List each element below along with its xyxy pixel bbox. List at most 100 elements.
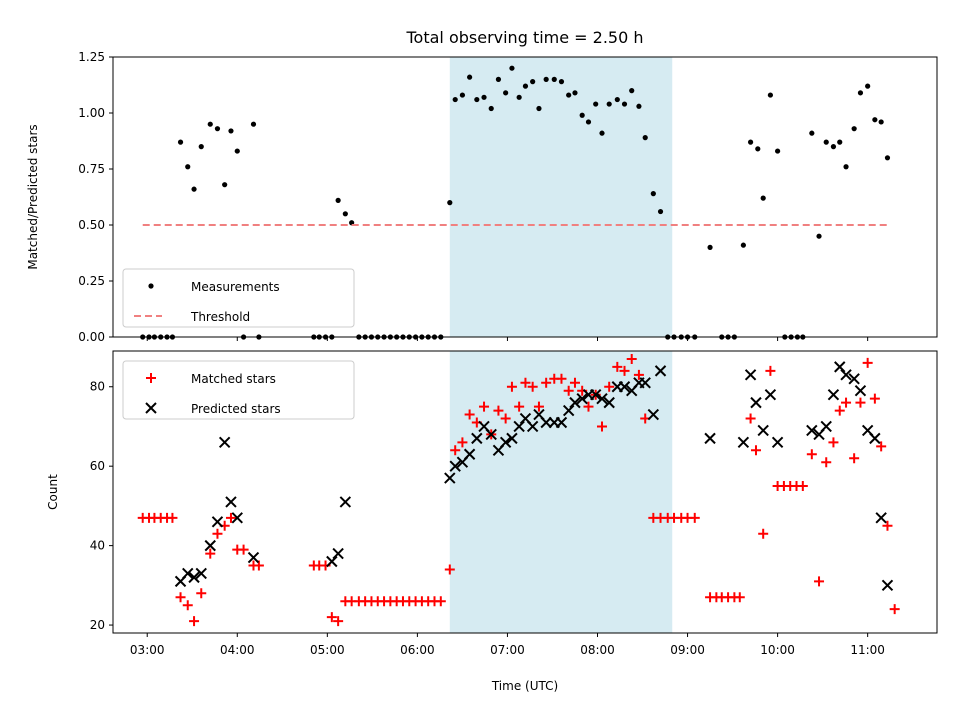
data-point <box>485 428 497 441</box>
data-point <box>797 481 808 492</box>
data-point <box>250 121 257 127</box>
data-point <box>707 244 713 250</box>
data-point <box>457 437 468 448</box>
data-point <box>205 548 216 559</box>
data-point <box>503 90 509 96</box>
data-point <box>576 392 588 405</box>
data-point <box>854 385 867 397</box>
data-point <box>435 596 446 607</box>
x-axis-label: Time (UTC) <box>491 679 558 693</box>
data-point <box>225 512 236 523</box>
data-point <box>775 148 781 154</box>
data-point <box>654 365 667 377</box>
data-point <box>447 200 453 206</box>
data-point <box>589 388 602 401</box>
data-point <box>837 139 843 145</box>
data-point <box>629 88 635 94</box>
y-axis-label: Count <box>46 474 60 510</box>
data-point <box>869 393 880 404</box>
data-point <box>740 242 746 248</box>
data-point <box>342 211 348 217</box>
data-point <box>536 105 542 112</box>
data-point <box>841 397 852 408</box>
data-point <box>563 385 574 396</box>
data-point <box>747 139 754 145</box>
data-point <box>848 373 860 385</box>
data-point <box>806 424 818 437</box>
data-point <box>481 94 487 100</box>
data-point <box>814 576 825 587</box>
data-point <box>704 432 716 445</box>
data-point <box>499 436 512 449</box>
data-point <box>189 616 200 627</box>
data-point <box>444 564 455 575</box>
data-point <box>474 96 480 103</box>
y-axis-label: Matched/Predicted stars <box>26 124 40 269</box>
data-point <box>834 361 846 373</box>
y-tick-label: 0.75 <box>78 162 105 176</box>
data-point <box>569 396 581 409</box>
data-point <box>869 432 881 445</box>
data-point <box>540 416 552 429</box>
y-tick-label: 40 <box>90 539 105 553</box>
data-point <box>514 401 525 412</box>
legend-swatch <box>145 402 157 414</box>
data-point <box>855 397 866 408</box>
data-point <box>809 130 815 136</box>
data-point <box>509 65 515 71</box>
axes-frame <box>112 350 938 634</box>
data-point <box>771 436 784 449</box>
data-point <box>750 445 761 456</box>
data-point <box>572 90 578 96</box>
legend-box <box>122 268 355 328</box>
data-point <box>175 592 186 603</box>
data-point <box>639 377 651 389</box>
data-point <box>335 197 341 203</box>
observing-window-span <box>449 351 673 633</box>
data-point <box>444 472 456 484</box>
chart-title: Total observing time = 2.50 h <box>405 28 643 47</box>
y-tick-label: 1.25 <box>78 50 105 64</box>
axes-frame <box>112 56 938 338</box>
data-point <box>541 377 552 388</box>
data-point <box>734 592 745 603</box>
data-point <box>840 369 852 381</box>
series-matched-stars <box>137 353 900 627</box>
data-point <box>596 421 607 432</box>
data-point <box>843 164 849 170</box>
data-point <box>857 90 864 96</box>
data-point <box>195 567 207 580</box>
data-point <box>603 396 615 409</box>
x-tick-label: 09:00 <box>670 643 705 657</box>
data-point <box>449 460 461 472</box>
data-point <box>500 413 511 424</box>
data-point <box>750 396 762 409</box>
data-point <box>558 79 565 85</box>
data-point <box>253 560 264 571</box>
data-point <box>849 453 860 464</box>
data-point <box>551 76 557 82</box>
data-point <box>522 83 529 89</box>
data-point <box>339 496 352 508</box>
data-point <box>619 365 630 376</box>
data-point <box>516 94 522 100</box>
data-point <box>889 604 900 615</box>
data-point <box>851 126 857 132</box>
data-point <box>614 96 620 103</box>
legend-label: Measurements <box>191 280 280 294</box>
data-point <box>493 405 504 416</box>
y-tick-label: 0.25 <box>78 274 105 288</box>
data-point <box>642 135 648 141</box>
data-point <box>757 424 769 437</box>
data-point <box>198 144 204 150</box>
data-point <box>464 409 475 420</box>
data-point <box>806 449 817 460</box>
data-point <box>520 377 531 388</box>
y-tick-label: 80 <box>90 380 105 394</box>
data-point <box>555 416 568 429</box>
data-point <box>745 413 756 424</box>
data-point <box>689 512 700 523</box>
data-point <box>872 117 878 123</box>
data-point <box>596 392 608 405</box>
data-point <box>527 381 538 392</box>
